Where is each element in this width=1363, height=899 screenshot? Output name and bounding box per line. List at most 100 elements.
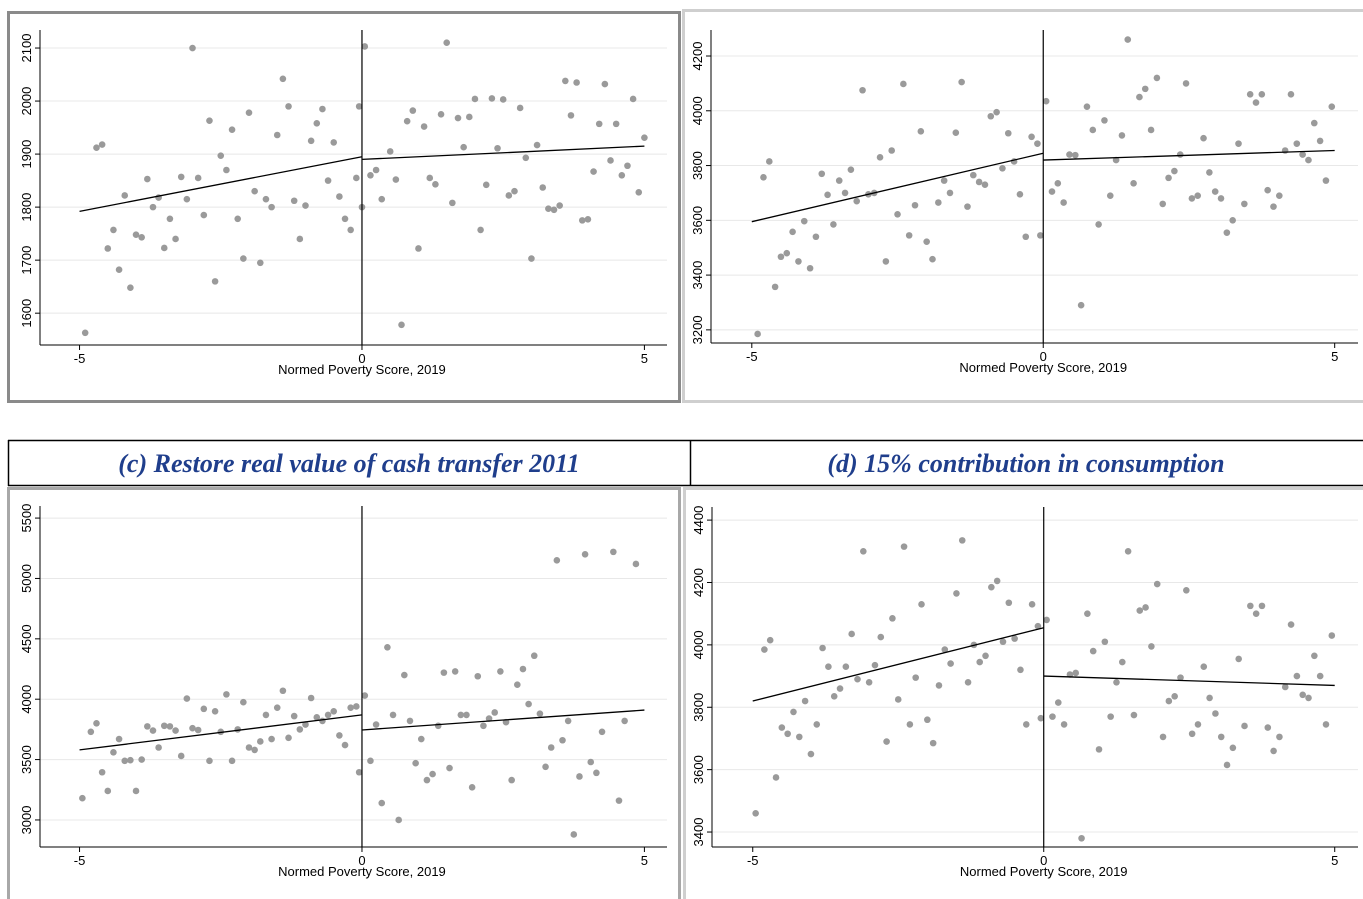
point xyxy=(514,681,521,689)
point xyxy=(160,722,168,730)
point xyxy=(1316,137,1324,145)
point xyxy=(401,671,408,679)
point xyxy=(1305,694,1312,702)
point xyxy=(1171,167,1178,175)
point xyxy=(355,768,363,776)
point xyxy=(559,736,566,744)
x-tick-label: 0 xyxy=(1040,349,1047,364)
point xyxy=(256,259,264,267)
point xyxy=(1060,721,1068,728)
point xyxy=(545,205,552,213)
point xyxy=(806,264,814,272)
point xyxy=(567,112,575,119)
point xyxy=(93,144,100,152)
point xyxy=(1229,744,1237,752)
point xyxy=(403,117,411,125)
y-tick-label: 5500 xyxy=(19,504,34,533)
point xyxy=(98,768,106,776)
point xyxy=(1042,97,1050,105)
point xyxy=(615,797,623,804)
point xyxy=(480,722,487,730)
point xyxy=(629,95,637,103)
point xyxy=(389,711,397,719)
point xyxy=(1141,85,1149,93)
y-tick-label: 3000 xyxy=(19,805,34,834)
point xyxy=(1159,200,1167,208)
point xyxy=(876,154,884,161)
point xyxy=(988,583,995,591)
point xyxy=(149,203,157,211)
point xyxy=(121,757,129,765)
point xyxy=(958,78,965,86)
point xyxy=(313,120,321,127)
point xyxy=(240,255,247,262)
point xyxy=(423,776,431,784)
y-tick-label: 3400 xyxy=(690,261,705,290)
point xyxy=(539,184,547,191)
point xyxy=(1281,683,1289,691)
x-tick-label: 0 xyxy=(1040,853,1047,868)
point xyxy=(969,171,977,179)
x-tick-label: -5 xyxy=(74,351,86,366)
point xyxy=(115,735,123,743)
x-tick-label: -5 xyxy=(747,853,759,868)
point xyxy=(361,43,369,50)
point xyxy=(912,674,919,681)
point xyxy=(771,283,779,291)
point xyxy=(341,741,349,749)
point xyxy=(999,164,1006,172)
point xyxy=(1022,233,1030,241)
x-tick-label: 5 xyxy=(1331,853,1338,868)
point xyxy=(234,215,242,223)
point xyxy=(353,703,360,710)
point xyxy=(813,721,821,728)
x-tick-label: 5 xyxy=(641,351,648,366)
point xyxy=(1241,200,1248,208)
panel-title: (c) Restore real value of cash transfer … xyxy=(118,449,579,478)
point xyxy=(81,329,89,337)
point xyxy=(1270,747,1277,755)
point xyxy=(1182,80,1190,87)
point xyxy=(79,794,86,802)
point xyxy=(818,170,826,178)
point xyxy=(1287,621,1295,628)
point xyxy=(1264,724,1272,731)
point xyxy=(601,80,609,88)
point xyxy=(1311,652,1318,660)
point xyxy=(1200,663,1208,671)
point xyxy=(778,724,786,731)
point xyxy=(251,187,258,195)
point xyxy=(624,162,631,170)
point xyxy=(889,615,896,622)
y-tick-label: 4200 xyxy=(690,42,705,71)
point xyxy=(894,210,901,218)
point xyxy=(590,168,597,175)
point xyxy=(964,679,972,686)
point xyxy=(127,756,134,764)
point xyxy=(104,245,112,252)
point xyxy=(929,255,936,263)
point xyxy=(1217,195,1225,202)
point xyxy=(519,665,527,673)
point xyxy=(825,663,832,671)
point xyxy=(330,707,338,715)
point xyxy=(1005,599,1013,607)
point xyxy=(952,129,960,136)
point xyxy=(1077,301,1085,309)
point xyxy=(361,692,369,699)
point xyxy=(1194,192,1202,199)
point xyxy=(177,173,185,181)
point xyxy=(761,646,768,653)
point xyxy=(987,112,995,120)
point xyxy=(819,644,826,652)
point xyxy=(917,128,925,135)
point xyxy=(223,166,230,174)
point xyxy=(812,233,820,241)
point xyxy=(194,726,202,734)
point xyxy=(499,96,507,103)
point xyxy=(1293,672,1301,680)
point xyxy=(581,551,589,558)
point xyxy=(981,181,989,189)
point xyxy=(189,724,196,732)
point xyxy=(1095,221,1102,228)
